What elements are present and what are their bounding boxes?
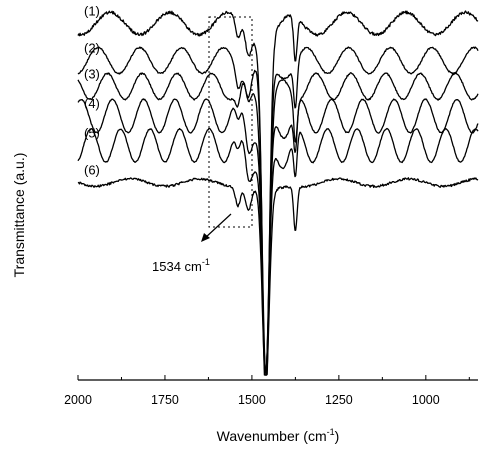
series-label-6: (6) — [84, 163, 100, 178]
plot-area — [77, 10, 479, 376]
x-tick-label: 2000 — [64, 393, 92, 407]
x-axis-label-sup: -1 — [327, 427, 335, 437]
series-label-5: (5) — [84, 126, 100, 141]
series-line-1 — [77, 10, 479, 376]
x-tick-label: 1750 — [151, 393, 179, 407]
series-label-1: (1) — [84, 4, 100, 19]
y-axis-label: Transmittance (a.u.) — [11, 153, 27, 278]
x-axis-ticks: 2000 1750 1500 1250 1000 — [64, 375, 470, 407]
annotation-label: 1534 cm-1 — [152, 257, 210, 274]
x-axis-label-main: Wavenumber (cm — [217, 428, 327, 444]
series-label-2: (2) — [84, 41, 100, 56]
series-label-3: (3) — [84, 66, 100, 81]
x-tick-label: 1500 — [238, 393, 266, 407]
highlight-region-box — [208, 16, 253, 228]
x-tick-label: 1000 — [412, 393, 440, 407]
series-line-6 — [77, 177, 479, 376]
series-line-3 — [77, 72, 479, 376]
x-tick-label: 1250 — [325, 393, 353, 407]
series-line-5 — [77, 127, 479, 373]
annotation-text: 1534 cm — [152, 259, 202, 274]
annotation-arrow-line — [204, 213, 232, 239]
annotation-arrow-head — [201, 233, 210, 242]
annotation-sup: -1 — [202, 257, 210, 267]
series-line-4 — [77, 98, 479, 373]
series-labels: (1) (2) (3) (4) (5) (6) — [84, 4, 100, 178]
x-axis-label-end: ) — [335, 428, 340, 444]
series-line-2 — [77, 46, 479, 374]
x-axis-label: Wavenumber (cm-1) — [217, 427, 340, 444]
series-label-4: (4) — [84, 96, 100, 111]
